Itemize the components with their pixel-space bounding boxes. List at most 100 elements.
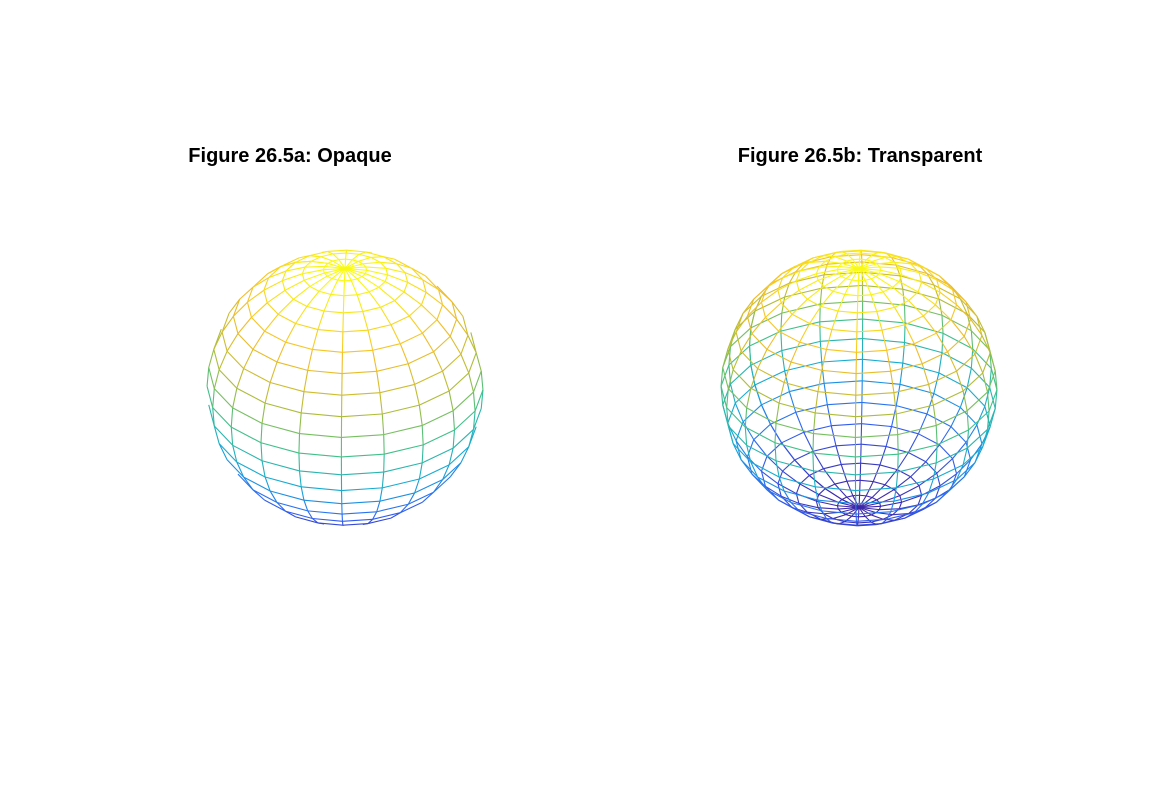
mesh-edge bbox=[746, 444, 777, 462]
mesh-edge bbox=[950, 319, 965, 337]
mesh-edge bbox=[213, 388, 234, 409]
mesh-edge bbox=[264, 330, 286, 343]
mesh-edge bbox=[856, 523, 883, 526]
mesh-edge bbox=[799, 341, 827, 351]
mesh-edge bbox=[422, 491, 434, 503]
mesh-edge bbox=[860, 252, 874, 255]
mesh-edge bbox=[841, 260, 848, 264]
mesh-edge bbox=[857, 311, 877, 314]
mesh-edge bbox=[218, 369, 238, 389]
mesh-edge bbox=[865, 253, 874, 261]
mesh-edge bbox=[791, 313, 810, 324]
mesh-edge bbox=[232, 298, 241, 317]
mesh-edge bbox=[809, 516, 833, 524]
mesh-edge bbox=[735, 440, 748, 458]
mesh-edge bbox=[862, 318, 906, 324]
mesh-edge bbox=[365, 251, 384, 258]
mesh-edge bbox=[408, 315, 423, 334]
mesh-edge bbox=[858, 259, 867, 269]
mesh-edge bbox=[761, 282, 790, 297]
mesh-edge bbox=[757, 476, 785, 492]
mesh-edge bbox=[823, 285, 834, 292]
mesh-edge bbox=[239, 286, 254, 300]
mesh-edge bbox=[876, 261, 895, 265]
mesh-edge bbox=[817, 370, 823, 392]
mesh-edge bbox=[448, 448, 454, 466]
mesh-edge bbox=[407, 363, 416, 385]
mesh-edge bbox=[268, 270, 287, 279]
mesh-edge bbox=[860, 462, 880, 466]
mesh-edge bbox=[819, 318, 863, 323]
mesh-edge bbox=[959, 387, 968, 408]
mesh-edge bbox=[917, 282, 923, 293]
mesh-edge bbox=[341, 434, 384, 438]
mesh-edge bbox=[252, 348, 278, 363]
mesh-edge bbox=[890, 503, 923, 513]
mesh-edge bbox=[894, 300, 909, 308]
mesh-edge bbox=[840, 250, 848, 255]
mesh-edge bbox=[956, 304, 972, 320]
mesh-edge bbox=[746, 388, 752, 409]
mesh-edge bbox=[422, 429, 455, 446]
mesh-edge bbox=[886, 512, 915, 520]
mesh-edge bbox=[293, 285, 311, 300]
mesh-edge bbox=[817, 500, 823, 512]
mesh-edge bbox=[831, 328, 857, 333]
mesh-edge bbox=[832, 514, 847, 520]
mesh-edge bbox=[928, 384, 934, 406]
mesh-edge bbox=[858, 259, 861, 269]
mesh-edge bbox=[942, 332, 973, 350]
mesh-edge bbox=[818, 507, 839, 510]
mesh-edge bbox=[394, 291, 405, 301]
mesh-edge bbox=[852, 259, 860, 269]
mesh-edge bbox=[760, 287, 768, 303]
mesh-edge bbox=[263, 290, 268, 303]
mesh-edge bbox=[873, 253, 886, 258]
transparent-chart-title: Figure 26.5b: Transparent bbox=[737, 145, 983, 167]
mesh-edge bbox=[879, 266, 900, 269]
mesh-edge bbox=[727, 425, 734, 444]
mesh-edge bbox=[918, 485, 923, 496]
mesh-edge bbox=[932, 462, 937, 480]
mesh-edge bbox=[448, 372, 470, 392]
mesh-edge bbox=[311, 260, 328, 264]
mesh-edge bbox=[841, 249, 861, 253]
mesh-edge bbox=[387, 274, 408, 283]
mesh-edge bbox=[226, 333, 239, 352]
mesh-edge bbox=[232, 316, 239, 334]
mesh-edge bbox=[784, 282, 790, 298]
mesh-edge bbox=[750, 365, 756, 386]
mesh-edge bbox=[922, 304, 936, 317]
mesh-edge bbox=[350, 280, 358, 295]
mesh-edge bbox=[894, 307, 906, 326]
mesh-edge bbox=[878, 270, 882, 274]
mesh-edge bbox=[740, 333, 753, 352]
mesh-edge bbox=[252, 277, 269, 288]
mesh-edge bbox=[922, 315, 937, 334]
mesh-edge bbox=[421, 304, 438, 321]
mesh-edge bbox=[775, 403, 780, 424]
mesh-edge bbox=[981, 335, 991, 354]
mesh-edge bbox=[778, 476, 816, 488]
mesh-edge bbox=[379, 392, 383, 415]
mesh-edge bbox=[226, 459, 245, 478]
mesh-edge bbox=[383, 462, 423, 473]
mesh-edge bbox=[836, 269, 839, 274]
mesh-edge bbox=[962, 390, 968, 411]
mesh-edge bbox=[766, 348, 792, 363]
mesh-edge bbox=[899, 267, 920, 274]
mesh-edge bbox=[396, 263, 406, 273]
mesh-edge bbox=[947, 335, 965, 353]
mesh-edge bbox=[418, 405, 423, 426]
mesh-edge bbox=[351, 253, 360, 261]
mesh-edge bbox=[841, 462, 861, 465]
mesh-edge bbox=[778, 476, 785, 492]
mesh-edge bbox=[742, 295, 762, 314]
mesh-edge bbox=[433, 335, 451, 353]
mesh-edge bbox=[936, 473, 941, 486]
mesh-edge bbox=[870, 278, 884, 293]
mesh-edge bbox=[317, 310, 325, 330]
mesh-edge bbox=[809, 260, 826, 263]
mesh-edge bbox=[935, 425, 938, 445]
mesh-edge bbox=[299, 433, 342, 438]
